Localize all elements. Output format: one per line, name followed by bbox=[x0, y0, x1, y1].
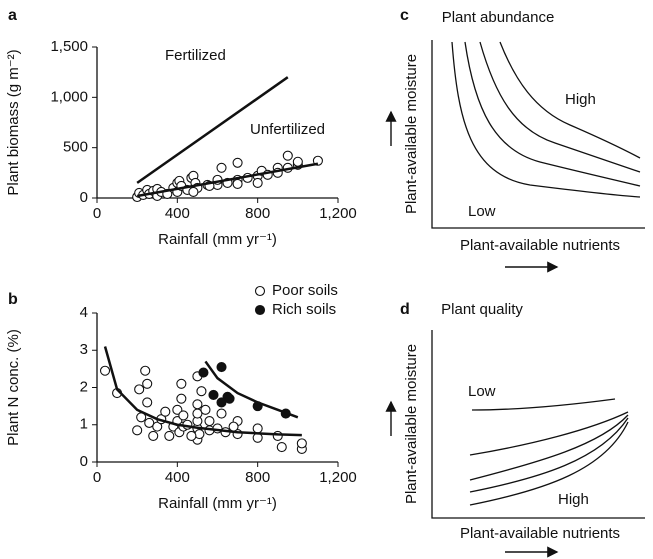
point bbox=[134, 384, 145, 395]
point bbox=[276, 442, 287, 453]
point bbox=[224, 393, 235, 404]
fit-line bbox=[204, 360, 299, 419]
point bbox=[164, 430, 175, 441]
legend-marker bbox=[254, 285, 266, 297]
point bbox=[282, 150, 293, 161]
x-tick-label: 1,200 bbox=[319, 205, 357, 222]
curve bbox=[469, 414, 629, 481]
point bbox=[178, 410, 189, 421]
y-label: Plant-available moisture bbox=[403, 344, 420, 504]
panel-letter: a bbox=[8, 7, 17, 24]
point bbox=[194, 429, 205, 440]
point bbox=[140, 365, 151, 376]
point bbox=[232, 178, 243, 189]
low-label: Low bbox=[468, 383, 496, 400]
point bbox=[292, 156, 303, 167]
y-tick-label: 1 bbox=[80, 416, 88, 433]
point bbox=[272, 430, 283, 441]
point bbox=[132, 425, 143, 436]
point bbox=[142, 397, 153, 408]
curve bbox=[464, 41, 641, 187]
panel-c: c Plant abundance High Low Plant-availab… bbox=[400, 7, 645, 273]
point bbox=[176, 378, 187, 389]
point bbox=[144, 417, 155, 428]
x-tick-label: 0 bbox=[93, 469, 101, 486]
point bbox=[148, 430, 159, 441]
panel-title: Plant quality bbox=[441, 301, 523, 318]
fit-line bbox=[136, 76, 289, 184]
point bbox=[99, 365, 111, 376]
x-label: Rainfall (mm yr⁻¹) bbox=[158, 231, 277, 248]
legend-label: Poor soils bbox=[272, 282, 338, 299]
series-label: Fertilized bbox=[165, 47, 226, 64]
point bbox=[186, 430, 197, 441]
low-label: Low bbox=[468, 203, 496, 220]
point bbox=[252, 423, 263, 434]
y-tick-label: 2 bbox=[80, 378, 88, 395]
point bbox=[252, 177, 263, 188]
curve bbox=[479, 41, 641, 173]
panel-d: d Plant quality Low High Plant-available… bbox=[400, 301, 645, 558]
point bbox=[216, 361, 227, 373]
legend-marker bbox=[254, 304, 266, 316]
x-label: Plant-available nutrients bbox=[460, 525, 620, 542]
legend-label: Rich soils bbox=[272, 301, 336, 318]
y-label: Plant-available moisture bbox=[403, 54, 420, 214]
y-tick-label: 3 bbox=[80, 341, 88, 358]
curve bbox=[469, 417, 629, 493]
axes bbox=[431, 330, 645, 519]
panel-letter: b bbox=[8, 291, 18, 308]
axes bbox=[431, 40, 645, 229]
point bbox=[216, 162, 227, 173]
x-tick-label: 400 bbox=[165, 205, 190, 222]
curve bbox=[469, 421, 629, 506]
point bbox=[232, 157, 243, 168]
fit-line bbox=[136, 162, 319, 198]
x-tick-label: 800 bbox=[245, 469, 270, 486]
point bbox=[216, 408, 227, 419]
y-tick-label: 0 bbox=[80, 453, 88, 470]
x-tick-label: 1,200 bbox=[319, 469, 357, 486]
x-label: Rainfall (mm yr⁻¹) bbox=[158, 495, 277, 512]
curve bbox=[469, 411, 629, 456]
y-tick-label: 1,500 bbox=[50, 38, 88, 55]
point bbox=[160, 406, 171, 417]
point bbox=[196, 386, 207, 397]
point bbox=[228, 421, 239, 432]
curve bbox=[471, 398, 616, 411]
x-label: Plant-available nutrients bbox=[460, 237, 620, 254]
point bbox=[204, 415, 215, 427]
curve bbox=[499, 41, 641, 159]
panel-b: b 0 400 800 1,200 0 1 2 3 4 Rainfall (mm yr⁻¹) Plan… bbox=[5, 282, 357, 512]
point bbox=[142, 378, 153, 389]
y-label: Plant N conc. (%) bbox=[5, 329, 22, 446]
y-tick-label: 500 bbox=[63, 139, 88, 156]
high-label: High bbox=[565, 91, 596, 108]
y-tick-label: 1,000 bbox=[50, 88, 88, 105]
y-label: Plant biomass (g m⁻²) bbox=[5, 49, 22, 195]
x-tick-label: 800 bbox=[245, 205, 270, 222]
point bbox=[188, 186, 199, 198]
panel-letter: d bbox=[400, 301, 410, 318]
point bbox=[176, 393, 187, 404]
point bbox=[296, 438, 307, 449]
curve bbox=[451, 41, 641, 198]
x-tick-label: 0 bbox=[93, 205, 101, 222]
series-label: Unfertilized bbox=[250, 121, 325, 138]
point bbox=[192, 399, 203, 410]
panel-title: Plant abundance bbox=[442, 9, 555, 26]
panel-a: a 0 400 800 1,200 0 500 1,000 1,500 Rainfall (mm … bbox=[5, 7, 357, 248]
y-tick-label: 4 bbox=[80, 304, 88, 321]
y-tick-label: 0 bbox=[80, 189, 88, 206]
high-label: High bbox=[558, 491, 589, 508]
point bbox=[198, 367, 209, 378]
panel-letter: c bbox=[400, 7, 409, 24]
fit-line bbox=[103, 346, 302, 437]
point bbox=[200, 404, 211, 415]
point bbox=[208, 389, 219, 401]
x-tick-label: 400 bbox=[165, 469, 190, 486]
